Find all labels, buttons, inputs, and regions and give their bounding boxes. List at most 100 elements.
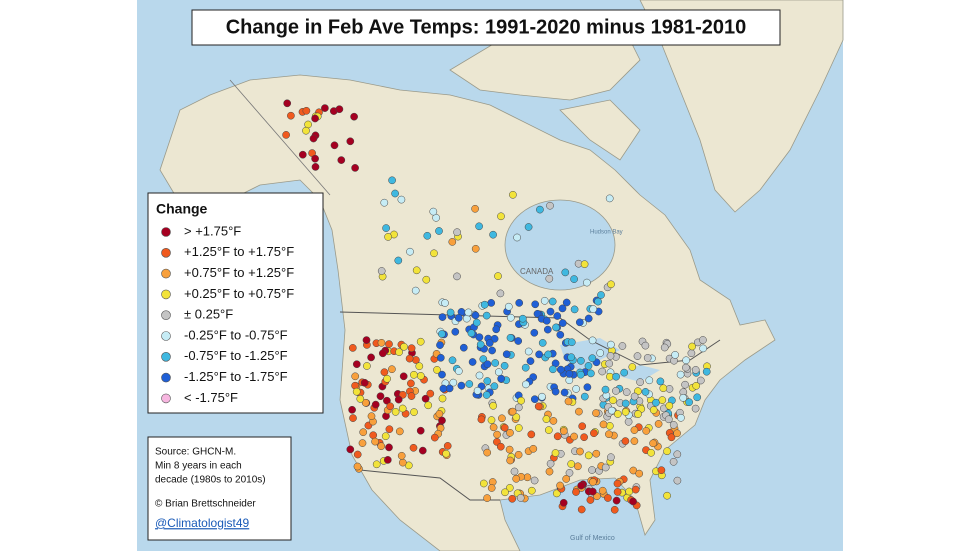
station-dot: [485, 339, 494, 347]
station-dot: [504, 302, 513, 311]
station-dot: [688, 342, 696, 351]
legend-swatch: [161, 393, 171, 404]
legend-swatch: [161, 227, 171, 237]
station-dot: [385, 443, 393, 452]
station-dot: [515, 299, 524, 307]
station-dot: [400, 342, 408, 351]
station-dot: [567, 460, 576, 468]
station-dot: [346, 137, 355, 146]
station-dot: [620, 368, 629, 377]
station-dot: [471, 244, 480, 253]
station-dot: [475, 333, 484, 342]
station-dot: [311, 163, 320, 171]
station-dot: [546, 307, 555, 316]
legend-swatch: [161, 268, 171, 279]
station-dot: [489, 423, 498, 432]
station-dot: [433, 366, 441, 374]
station-dot: [349, 414, 357, 422]
map-label: CANADA: [520, 267, 554, 276]
station-dot: [559, 498, 568, 507]
station-dot: [583, 383, 592, 392]
station-dot: [524, 347, 533, 356]
station-dot: [416, 426, 425, 435]
station-dot: [479, 479, 488, 488]
station-dot: [497, 374, 506, 383]
station-dot: [607, 406, 616, 415]
station-dot: [302, 126, 310, 135]
border: [229, 79, 331, 196]
station-dot: [517, 396, 525, 405]
station-dot: [667, 433, 676, 442]
station-dot: [549, 417, 558, 425]
station-dot: [465, 380, 474, 388]
station-dot: [584, 362, 593, 370]
station-dot: [512, 474, 521, 483]
station-dot: [409, 443, 418, 452]
station-dot: [516, 494, 525, 502]
station-dot: [691, 404, 700, 413]
station-dot: [483, 494, 491, 502]
station-dot: [577, 356, 585, 365]
station-dot: [530, 328, 539, 337]
station-dot: [416, 337, 425, 346]
station-dot: [575, 407, 583, 416]
station-dot: [383, 396, 391, 405]
station-dot: [330, 141, 339, 150]
station-dot: [558, 319, 567, 327]
source-line: decade (1980s to 2010s): [155, 475, 266, 486]
station-dot: [468, 358, 477, 366]
station-dot: [448, 356, 457, 365]
station-dot: [491, 359, 500, 367]
station-dot: [287, 111, 295, 120]
station-dot: [587, 369, 595, 378]
station-dot: [565, 469, 574, 477]
station-dot: [612, 496, 621, 505]
station-dot: [696, 376, 705, 385]
station-dot: [598, 367, 607, 376]
station-dot: [382, 224, 390, 232]
station-dot: [385, 340, 393, 348]
station-dot: [482, 311, 491, 320]
station-dot: [514, 424, 523, 432]
station-dot: [483, 448, 492, 457]
station-dot: [453, 228, 461, 237]
station-dot: [418, 446, 427, 455]
station-dot: [512, 413, 521, 421]
station-dot: [665, 401, 674, 410]
station-dot: [647, 448, 655, 457]
station-dot: [488, 346, 496, 355]
legend-items: > +1.75°F +1.25°F to +1.75°F +0.75°F to +1…: [161, 223, 294, 405]
station-dot: [605, 430, 613, 439]
station-dot: [483, 377, 492, 385]
station-dot: [546, 201, 554, 210]
station-dot: [449, 378, 458, 387]
station-dot: [397, 451, 406, 460]
station-dot: [457, 381, 466, 390]
station-dot: [604, 494, 612, 502]
station-dot: [679, 394, 688, 402]
station-dot: [535, 350, 543, 359]
station-dot: [438, 416, 446, 425]
station-dot: [543, 325, 552, 334]
station-dot: [351, 164, 359, 172]
legend-swatch: [161, 289, 171, 300]
station-dot: [407, 344, 416, 353]
station-dot: [506, 456, 515, 465]
station-dot: [522, 380, 530, 389]
station-dot: [660, 343, 669, 352]
handle-link[interactable]: @Climatologist49: [155, 516, 250, 530]
station-dot: [544, 350, 553, 359]
station-dot: [594, 297, 602, 306]
station-dot: [352, 387, 361, 396]
station-dot: [311, 114, 319, 123]
station-dot: [496, 442, 505, 451]
credit: © Brian Brettschneider: [155, 499, 256, 510]
station-dot: [576, 447, 584, 456]
station-dot: [613, 479, 622, 488]
station-dot: [359, 428, 368, 437]
station-dot: [567, 338, 576, 347]
legend-label: +1.25°F to +1.75°F: [184, 244, 294, 259]
station-dot: [529, 444, 538, 453]
station-dot: [479, 355, 488, 363]
station-dot: [513, 233, 521, 242]
